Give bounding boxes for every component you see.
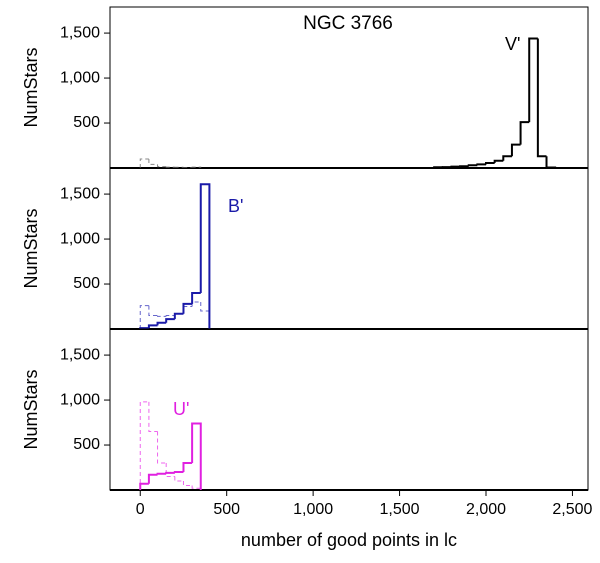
y-tick-label: 1,000	[60, 69, 100, 86]
histogram-bin	[467, 164, 478, 167]
x-tick-label: 2,000	[466, 501, 506, 518]
y-axis-label: NumStars	[21, 47, 41, 127]
x-tick-label: 2,500	[552, 501, 592, 518]
histogram-bin	[157, 164, 167, 168]
y-tick-label: 1,500	[60, 24, 100, 41]
histogram-bin	[545, 156, 557, 169]
histogram-bin	[174, 476, 184, 482]
histogram-bin	[199, 183, 211, 329]
histogram-bin	[476, 163, 487, 166]
x-tick-label: 1,000	[293, 501, 333, 518]
y-tick-label: 500	[73, 114, 100, 131]
histogram-bin	[191, 485, 202, 490]
histogram-bin	[182, 306, 193, 314]
histogram-bin	[493, 159, 504, 164]
histogram-bin	[182, 481, 193, 487]
histogram-bin	[173, 312, 184, 320]
x-tick-label: 500	[213, 501, 240, 518]
y-tick-label: 500	[73, 275, 100, 292]
y-axis-label: NumStars	[21, 369, 41, 449]
histogram-bin	[139, 401, 149, 490]
histogram-bin	[139, 305, 149, 329]
histogram-bin	[165, 315, 175, 317]
y-tick-label: 1,000	[60, 391, 100, 408]
histogram-bin	[191, 292, 201, 304]
series-label: V'	[505, 34, 520, 54]
histogram-bin	[148, 401, 158, 433]
histogram-bin	[157, 315, 167, 317]
histogram-bin	[165, 471, 175, 474]
y-axis-label: NumStars	[21, 208, 41, 288]
histogram-bin	[502, 155, 512, 161]
histogram-bin	[139, 482, 149, 490]
histogram-bin	[139, 158, 149, 168]
histogram-bin	[200, 302, 210, 329]
histogram-bin	[147, 473, 158, 484]
histogram-bin	[191, 301, 201, 307]
series-label: U'	[173, 399, 189, 419]
histogram-bin	[147, 324, 158, 329]
histogram-bin	[182, 302, 193, 314]
histogram-bin	[485, 162, 495, 165]
histogram-bin	[165, 463, 175, 478]
y-tick-label: 1,500	[60, 346, 100, 363]
histogram-bin	[156, 472, 167, 475]
histogram-bin	[157, 431, 167, 464]
histogram-bin	[528, 37, 538, 123]
x-tick-label: 0	[136, 501, 145, 518]
x-tick-label: 1,500	[380, 501, 420, 518]
histogram-bin	[510, 143, 521, 157]
y-tick-label: 1,000	[60, 230, 100, 247]
histogram-bin	[519, 121, 530, 145]
y-tick-label: 500	[73, 436, 100, 453]
panel-frame	[109, 167, 589, 330]
x-axis-label: number of good points in lc	[241, 530, 457, 550]
histogram-bin	[173, 471, 184, 474]
histogram-bin	[182, 462, 193, 473]
histogram-bin	[536, 38, 547, 158]
histogram-bin	[148, 305, 158, 317]
histogram-bin	[156, 321, 167, 326]
histogram-bin	[148, 159, 158, 165]
histogram-bin	[165, 318, 175, 323]
histogram-bin	[191, 422, 202, 490]
series-label: B'	[228, 196, 243, 216]
y-tick-label: 1,500	[60, 185, 100, 202]
chart-title: NGC 3766	[303, 13, 393, 34]
